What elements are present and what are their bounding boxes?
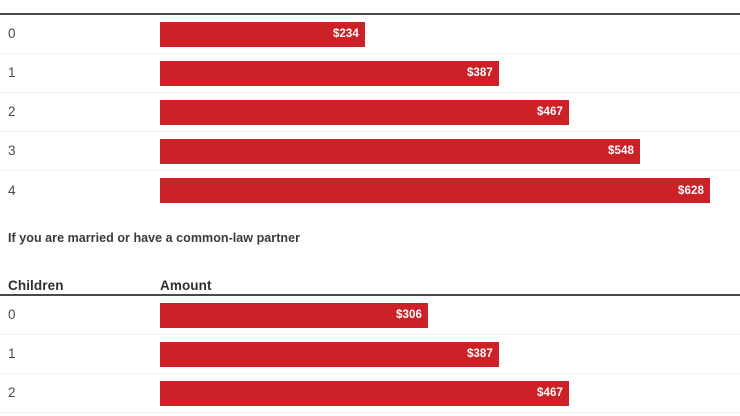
- table-two-body: 0 $306 1 $387 2 $467: [0, 296, 740, 416]
- amount-bar: $387: [160, 341, 499, 367]
- table-row[interactable]: 0 $306: [0, 296, 740, 335]
- children-count: 2: [8, 385, 16, 400]
- amount-bar: $306: [160, 302, 428, 328]
- table-row[interactable]: 1 $387: [0, 335, 740, 374]
- column-header-children: Children: [8, 278, 64, 293]
- amount-bar: $467: [160, 99, 569, 125]
- benefit-table-married: Children Amount 0 $306 1 $387: [0, 268, 740, 416]
- amount-value: $467: [537, 387, 563, 399]
- amount-bar: $467: [160, 380, 569, 406]
- table-row[interactable]: 3 $548: [0, 132, 740, 171]
- amount-bar-cell: $234: [160, 15, 732, 54]
- children-count: 1: [8, 65, 16, 80]
- amount-bar-cell: $387: [160, 335, 732, 374]
- amount-bar-cell: $467: [160, 93, 732, 132]
- amount-bar-cell: $628: [160, 171, 732, 210]
- amount-bar: $548: [160, 138, 640, 164]
- table-row[interactable]: 4 $628: [0, 171, 740, 210]
- amount-bar-cell: $467: [160, 374, 732, 413]
- table-two-header-rule: [0, 294, 740, 296]
- section-caption: If you are married or have a common-law …: [8, 231, 301, 245]
- column-header-amount: Amount: [160, 278, 212, 293]
- amount-bar-cell: $387: [160, 54, 732, 93]
- amount-value: $628: [678, 184, 704, 197]
- amount-bar-cell: $306: [160, 296, 732, 335]
- children-count: 3: [8, 143, 16, 158]
- amount-value: $234: [332, 28, 359, 40]
- amount-bar: $387: [160, 60, 499, 86]
- amount-value: $387: [466, 348, 493, 360]
- amount-bar: $234: [160, 21, 365, 47]
- amount-value: $548: [607, 145, 634, 157]
- children-count: 0: [8, 307, 16, 322]
- amount-value: $387: [466, 67, 493, 79]
- benefit-table-single: 0 $234 1 $387 2 $467: [0, 0, 740, 210]
- children-count: 1: [8, 346, 16, 361]
- amount-value: $467: [537, 106, 563, 118]
- table-row[interactable]: 1 $387: [0, 54, 740, 93]
- table-one-header-rule: [0, 13, 740, 15]
- table-two-header: Children Amount: [0, 268, 740, 294]
- top-spacer: [0, 0, 740, 13]
- caption-spacer: [0, 210, 740, 231]
- table-one-body: 0 $234 1 $387 2 $467: [0, 15, 740, 210]
- table-row[interactable]: 0 $234: [0, 15, 740, 54]
- table-row[interactable]: 2 $467: [0, 93, 740, 132]
- children-count: 4: [8, 182, 16, 198]
- amount-value: $306: [396, 309, 422, 321]
- children-count: 2: [8, 104, 16, 119]
- amount-bar-cell: $548: [160, 132, 732, 171]
- table-row[interactable]: 2 $467: [0, 374, 740, 413]
- children-count: 0: [8, 26, 16, 41]
- amount-bar: $628: [160, 178, 710, 203]
